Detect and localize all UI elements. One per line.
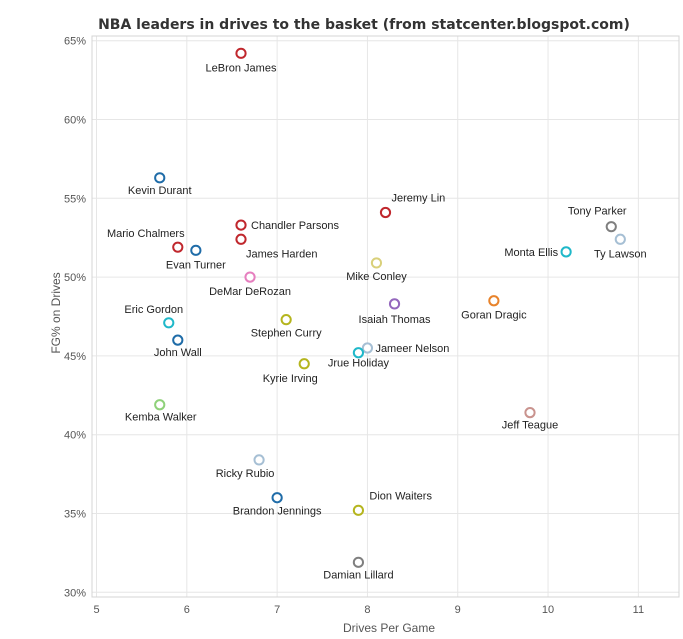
point-label-eric-gordon: Eric Gordon: [124, 304, 183, 316]
chart-title: NBA leaders in drives to the basket (fro…: [98, 17, 630, 33]
y-tick-label: 40%: [64, 430, 86, 442]
data-points: [154, 47, 626, 568]
point-monta-ellis: [560, 246, 572, 258]
point-label-isaiah-thomas: Isaiah Thomas: [359, 314, 431, 326]
x-axis-ticks: 5 6 7 8 9 10 11: [93, 604, 644, 616]
point-jeremy-lin: [379, 206, 392, 219]
x-tick-label: 10: [542, 604, 554, 616]
point-label-mike-conley: Mike Conley: [346, 271, 407, 283]
point-evan-turner: [190, 244, 202, 256]
y-tick-label: 60%: [64, 115, 86, 127]
point-chandler-parsons: [235, 219, 247, 231]
point-brandon-jennings: [271, 492, 283, 504]
y-tick-label: 45%: [64, 351, 86, 363]
x-tick-label: 9: [455, 604, 461, 616]
point-james-harden: [235, 233, 247, 245]
point-label-jeff-teague: Jeff Teague: [502, 420, 558, 432]
y-tick-label: 50%: [64, 272, 86, 284]
point-label-lebron-james: LeBron James: [206, 62, 277, 74]
x-tick-label: 7: [274, 604, 280, 616]
point-label-jameer-nelson: Jameer Nelson: [375, 343, 449, 355]
y-tick-label: 30%: [64, 587, 86, 599]
point-label-brandon-jennings: Brandon Jennings: [233, 506, 322, 518]
point-label-chandler-parsons: Chandler Parsons: [251, 220, 340, 232]
point-goran-dragic: [488, 295, 500, 307]
y-axis-label: FG% on Drives: [49, 272, 63, 353]
point-label-jeremy-lin: Jeremy Lin: [392, 192, 446, 204]
point-demar-derozan: [244, 271, 256, 283]
point-label-damian-lillard: Damian Lillard: [323, 569, 393, 581]
point-john-wall: [172, 334, 184, 346]
point-label-john-wall: John Wall: [154, 347, 202, 359]
point-stephen-curry: [280, 314, 292, 326]
point-label-stephen-curry: Stephen Curry: [251, 328, 322, 340]
point-label-ty-lawson: Ty Lawson: [594, 248, 647, 260]
point-label-demar-derozan: DeMar DeRozan: [209, 286, 291, 298]
point-isaiah-thomas: [388, 298, 401, 310]
point-kemba-walker: [154, 399, 166, 411]
y-tick-label: 65%: [64, 36, 86, 48]
point-label-tony-parker: Tony Parker: [568, 206, 627, 218]
y-tick-label: 55%: [64, 193, 86, 205]
x-tick-label: 5: [93, 604, 99, 616]
point-kevin-durant: [154, 172, 166, 184]
point-label-dion-waiters: Dion Waiters: [369, 490, 432, 502]
point-lebron-james: [235, 47, 247, 59]
point-tony-parker: [605, 221, 617, 233]
point-mario-chalmers: [172, 241, 184, 253]
point-label-james-harden: James Harden: [246, 248, 318, 260]
point-label-jrue-holiday: Jrue Holiday: [328, 358, 390, 370]
point-eric-gordon: [163, 317, 175, 329]
point-label-mario-chalmers: Mario Chalmers: [107, 228, 185, 240]
x-axis-label: Drives Per Game: [343, 621, 435, 635]
point-label-kemba-walker: Kemba Walker: [125, 412, 197, 424]
x-tick-label: 8: [364, 604, 370, 616]
point-label-goran-dragic: Goran Dragic: [461, 310, 527, 322]
point-labels: LeBron James Kevin Durant Jeremy Lin Tony P…: [107, 62, 647, 581]
point-label-kevin-durant: Kevin Durant: [128, 185, 192, 197]
point-mike-conley: [370, 257, 383, 269]
point-ty-lawson: [614, 233, 626, 245]
point-jrue-holiday: [352, 347, 365, 359]
plot-frame: [91, 35, 680, 598]
point-jameer-nelson: [361, 342, 374, 354]
x-tick-label: 6: [184, 604, 190, 616]
point-kyrie-irving: [298, 358, 310, 370]
y-tick-label: 35%: [64, 508, 86, 520]
grid-layer: [92, 36, 679, 597]
point-label-ricky-rubio: Ricky Rubio: [216, 468, 275, 480]
point-damian-lillard: [352, 556, 365, 568]
point-jeff-teague: [524, 407, 536, 419]
point-label-evan-turner: Evan Turner: [166, 259, 226, 271]
y-axis-ticks: 30% 35% 40% 45% 50% 55% 60% 65%: [64, 36, 86, 600]
point-label-kyrie-irving: Kyrie Irving: [263, 373, 318, 385]
x-tick-label: 11: [633, 604, 644, 616]
point-dion-waiters: [352, 504, 365, 516]
point-ricky-rubio: [253, 454, 265, 466]
point-label-monta-ellis: Monta Ellis: [504, 247, 558, 259]
